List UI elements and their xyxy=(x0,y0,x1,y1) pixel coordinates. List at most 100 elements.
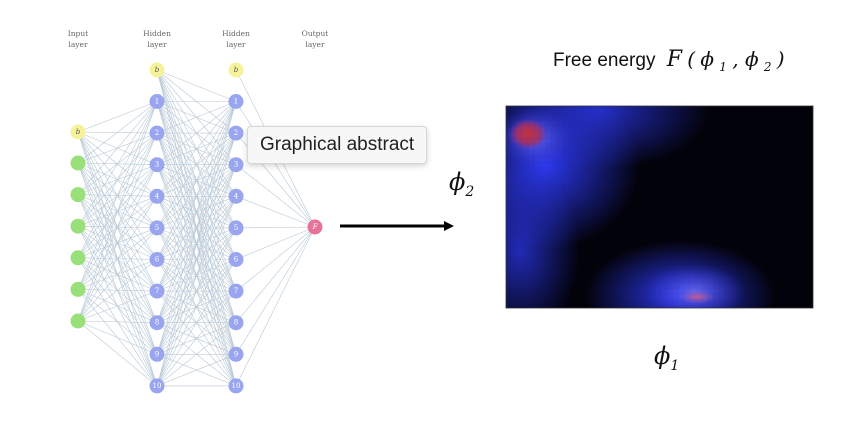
network-edge xyxy=(156,322,237,387)
hidden-node xyxy=(228,157,244,173)
layer-title-hidden1-2: layer xyxy=(147,40,167,49)
layer-titles: Input layer Hidden layer Hidden layer Ou… xyxy=(68,29,329,49)
hidden-node xyxy=(149,252,165,267)
hidden-node xyxy=(228,315,244,331)
y-axis-symbol: ϕ xyxy=(449,168,465,196)
network-edge xyxy=(156,354,237,387)
node-label: 5 xyxy=(234,224,238,232)
network-edge xyxy=(156,101,237,292)
network-edge xyxy=(77,227,158,322)
hidden-node xyxy=(228,283,244,299)
x-axis-sub: 1 xyxy=(670,358,679,374)
hidden-node xyxy=(228,94,244,109)
network-edge xyxy=(77,101,158,322)
hidden-node xyxy=(228,125,244,141)
hidden-node xyxy=(149,188,165,204)
plot-title-open: ( xyxy=(687,47,696,71)
plot-title-func: F xyxy=(666,47,683,72)
layer-title-output-1: Output xyxy=(302,29,329,38)
hidden-node xyxy=(228,378,244,394)
network-edge xyxy=(77,101,158,164)
network-edge xyxy=(77,320,158,323)
output-node xyxy=(307,219,323,235)
node-label: 6 xyxy=(234,256,239,264)
network-edge xyxy=(156,259,237,387)
plot-title-sub2: 2 xyxy=(763,60,772,74)
plot-title-phi1: ϕ xyxy=(700,47,714,71)
layer-title-hidden2-1: Hidden xyxy=(222,29,250,38)
bias-node xyxy=(228,62,244,78)
network-edges xyxy=(77,69,316,387)
hidden-node xyxy=(149,283,165,299)
node-label: 7 xyxy=(155,287,159,295)
hidden-node xyxy=(228,220,244,236)
layer-title-input-2: layer xyxy=(68,40,88,49)
node-label: 6 xyxy=(155,256,160,264)
bias-label: b xyxy=(234,66,239,74)
layer-title-hidden2-2: layer xyxy=(226,40,246,49)
node-label: 1 xyxy=(155,98,159,106)
network-edge xyxy=(77,101,158,227)
network-edge xyxy=(156,101,237,355)
network-edge xyxy=(235,226,316,229)
input-node xyxy=(70,250,86,266)
node-label: 1 xyxy=(234,98,238,106)
input-node xyxy=(70,281,86,297)
plot-title-close: ) xyxy=(776,47,785,71)
node-label: 2 xyxy=(155,129,159,137)
network-edge xyxy=(156,227,237,387)
tooltip: Graphical abstract xyxy=(247,126,428,164)
network-edge xyxy=(156,101,237,165)
bias-node xyxy=(70,124,86,140)
network-edge xyxy=(235,226,316,292)
network-edge xyxy=(156,101,237,229)
network-edge xyxy=(77,101,158,290)
x-axis-label: ϕ1 xyxy=(654,342,679,374)
network-edge xyxy=(156,69,237,102)
network-edge xyxy=(156,133,237,386)
plot-title-phi2: ϕ xyxy=(745,47,759,71)
network-edge xyxy=(77,132,158,322)
network-edge xyxy=(235,226,316,387)
layer-title-output-2: layer xyxy=(305,40,325,49)
network-edge xyxy=(77,101,158,133)
network-edge xyxy=(235,164,316,228)
network-edge xyxy=(77,101,158,195)
network-edge xyxy=(77,101,158,258)
hidden-node xyxy=(228,188,244,204)
node-label: 4 xyxy=(234,192,239,200)
layer-title-input-1: Input xyxy=(68,29,88,38)
network-edge xyxy=(235,226,316,260)
node-label: 10 xyxy=(153,382,162,390)
y-axis-label: ϕ2 xyxy=(449,168,474,200)
bias-node xyxy=(149,62,165,78)
x-axis-symbol: ϕ xyxy=(654,342,670,370)
layer-title-hidden1-1: Hidden xyxy=(143,29,171,38)
node-label: 4 xyxy=(155,192,160,200)
network-edge xyxy=(156,196,237,387)
network-edge xyxy=(77,320,158,387)
network-edge xyxy=(77,164,158,322)
network-edge xyxy=(77,290,158,322)
network-edge xyxy=(235,226,316,323)
network-edge xyxy=(156,290,237,387)
bias-label: b xyxy=(155,66,160,74)
plot-title-prefix: Free energy xyxy=(553,50,656,71)
hidden-node xyxy=(149,346,165,362)
hidden-node xyxy=(149,157,165,173)
hidden-node xyxy=(149,125,165,141)
plot-title-comma: , xyxy=(732,47,745,71)
node-label: 7 xyxy=(234,287,238,295)
network-nodes: b b 1 2 3 4 5 6 7 8 9 10 b 1 2 3 4 5 6 7 8 9 10 F xyxy=(70,62,323,394)
network-edge xyxy=(156,164,237,387)
node-label: 5 xyxy=(155,224,159,232)
hidden-node xyxy=(149,220,165,236)
node-label: 9 xyxy=(234,350,238,358)
hidden-node xyxy=(228,346,244,362)
node-label: 3 xyxy=(234,161,238,169)
input-node xyxy=(70,187,86,203)
input-node xyxy=(70,155,86,171)
node-label: 3 xyxy=(155,161,159,169)
node-label: 10 xyxy=(232,382,241,390)
